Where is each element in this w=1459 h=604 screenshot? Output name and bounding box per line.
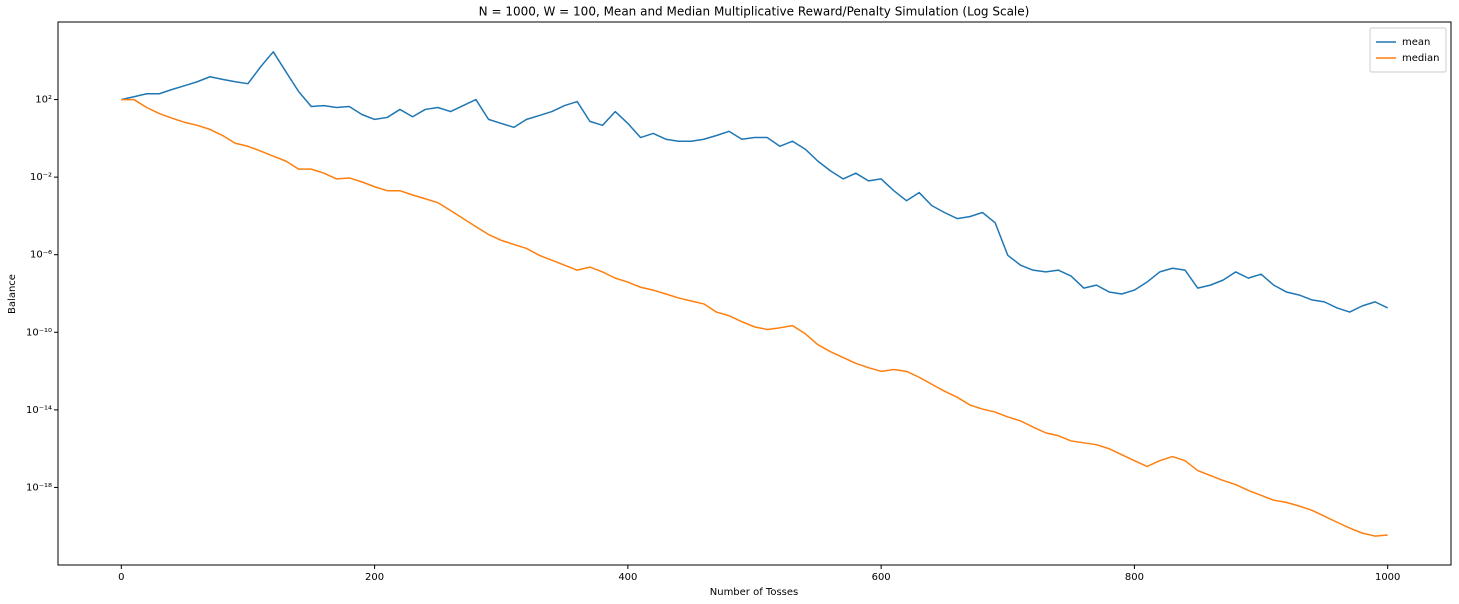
x-tick-label: 800 [1125,572,1144,583]
y-tick-label: 10⁻⁶ [30,250,52,261]
series-line [121,51,1389,313]
y-tick-label: 10⁻² [30,172,52,183]
y-tick-label: 10⁻¹⁰ [26,327,52,338]
legend-box [1369,27,1447,73]
x-tick-label: 0 [118,572,124,583]
y-tick-label: 10² [35,95,52,106]
chart-title: N = 1000, W = 100, Mean and Median Multi… [479,5,1030,19]
y-tick-label: 10⁻¹⁸ [26,482,52,493]
x-tick-label: 600 [872,572,891,583]
plot-frame [57,21,1452,566]
x-axis-label: Number of Tosses [710,587,798,598]
x-tick-label: 1000 [1375,572,1400,583]
legend-label: mean [1402,37,1430,48]
series-line [121,98,1388,537]
x-tick-label: 400 [618,572,637,583]
y-tick-label: 10⁻¹⁴ [26,405,52,416]
x-tick-label: 200 [365,572,384,583]
y-axis-label: Balance [7,274,18,314]
legend-label: median [1402,53,1440,64]
